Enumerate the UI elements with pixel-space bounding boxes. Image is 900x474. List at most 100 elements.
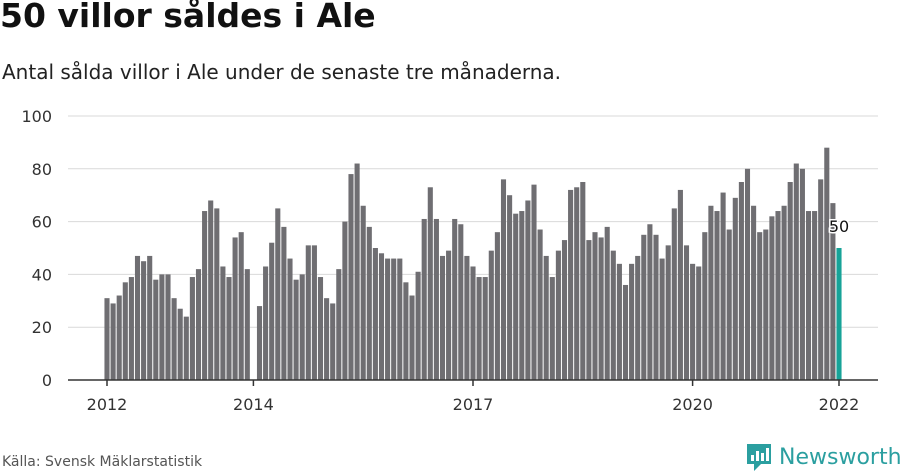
bar xyxy=(232,237,238,380)
bar xyxy=(610,250,616,380)
bar xyxy=(805,211,812,380)
bar xyxy=(525,200,531,380)
bar xyxy=(507,195,513,380)
bar xyxy=(354,163,360,380)
bar xyxy=(677,189,683,380)
bar xyxy=(812,211,818,380)
bar xyxy=(238,232,244,380)
bar xyxy=(147,255,153,380)
bar xyxy=(799,168,805,380)
bar xyxy=(629,263,635,380)
brand-name: Newsworthy xyxy=(779,444,900,470)
bar xyxy=(647,224,653,380)
bar xyxy=(446,250,452,380)
x-tick-label: 2020 xyxy=(672,395,713,414)
bar xyxy=(537,229,543,380)
x-tick-label: 2012 xyxy=(87,395,128,414)
bar xyxy=(452,218,458,380)
bar xyxy=(830,203,836,380)
bar xyxy=(726,229,732,380)
bar xyxy=(653,234,659,380)
bar xyxy=(330,303,336,380)
bar xyxy=(769,216,775,380)
y-tick-label: 40 xyxy=(32,265,52,284)
bar xyxy=(287,258,293,380)
bar xyxy=(214,208,220,380)
bar xyxy=(409,295,415,380)
bar xyxy=(415,271,421,380)
newsworthy-logo-icon xyxy=(747,444,771,471)
bar xyxy=(202,211,208,380)
bar xyxy=(604,226,610,380)
bar xyxy=(385,258,391,380)
y-tick-label: 0 xyxy=(42,371,52,390)
bar xyxy=(561,240,568,380)
chart-subtitle: Antal sålda villor i Ale under de senast… xyxy=(2,60,562,84)
x-tick-label: 2022 xyxy=(819,395,860,414)
bar xyxy=(427,187,433,380)
bar xyxy=(592,232,598,380)
bar xyxy=(757,232,763,380)
bar xyxy=(403,282,409,380)
bar xyxy=(732,197,738,380)
bar xyxy=(141,261,147,380)
bar-highlight xyxy=(836,248,842,380)
bar xyxy=(171,298,177,380)
bar xyxy=(195,269,202,380)
y-tick-label: 60 xyxy=(32,213,52,232)
bar xyxy=(293,279,299,380)
bar xyxy=(824,147,830,380)
bar xyxy=(751,205,757,380)
bar xyxy=(305,245,311,380)
bar xyxy=(470,266,476,380)
y-tick-label: 100 xyxy=(21,107,52,126)
bar xyxy=(281,226,287,380)
bar-chart: 0 20 40 60 80 100 2012 2014 2017 2020 2022 50 xyxy=(21,107,878,414)
bar xyxy=(183,316,189,380)
bar xyxy=(134,255,141,380)
bar xyxy=(488,250,494,380)
bar xyxy=(189,277,195,380)
bar xyxy=(574,187,580,380)
bar xyxy=(208,200,214,380)
bar xyxy=(177,308,183,380)
bar xyxy=(116,295,122,380)
bar xyxy=(275,208,281,380)
bar xyxy=(372,248,378,380)
bar xyxy=(244,269,250,380)
bar xyxy=(482,277,488,380)
bar xyxy=(555,250,561,380)
bar xyxy=(378,253,385,380)
bar xyxy=(671,208,677,380)
bar xyxy=(324,298,330,380)
bar xyxy=(165,274,171,380)
brand-logo[interactable]: Newsworthy xyxy=(745,440,900,474)
bar xyxy=(598,237,604,380)
bar xyxy=(793,163,799,380)
bars xyxy=(104,147,842,380)
bar xyxy=(690,263,696,380)
bar xyxy=(433,218,439,380)
bar xyxy=(366,226,372,380)
bar xyxy=(397,258,403,380)
bar xyxy=(311,245,317,380)
source-note: Källa: Svensk Mäklarstatistik xyxy=(2,454,203,470)
bar xyxy=(616,263,622,380)
bar xyxy=(622,284,629,380)
bar xyxy=(543,255,549,380)
bar xyxy=(256,306,263,380)
bar xyxy=(269,242,275,380)
bar xyxy=(641,234,647,380)
bar xyxy=(714,211,720,380)
bar xyxy=(500,179,507,380)
bar xyxy=(775,211,781,380)
bar xyxy=(226,277,232,380)
bar xyxy=(513,213,519,380)
bar xyxy=(153,279,159,380)
bar xyxy=(421,218,427,380)
chart-title: 50 villor såldes i Ale xyxy=(0,0,376,35)
bar xyxy=(708,205,714,380)
bar xyxy=(104,298,110,380)
bar xyxy=(683,245,690,380)
bar xyxy=(159,274,165,380)
